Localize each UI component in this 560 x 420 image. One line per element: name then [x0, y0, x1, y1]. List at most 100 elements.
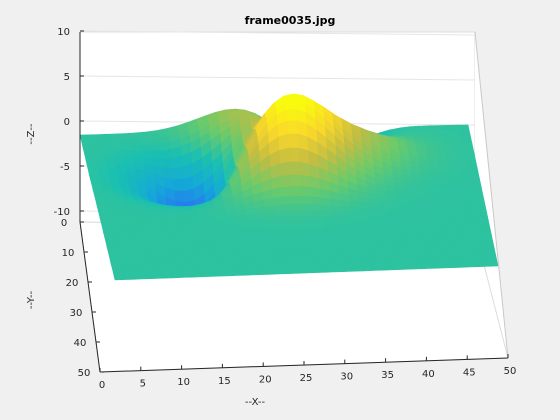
surface-patch	[209, 272, 221, 277]
surface-patch	[272, 251, 284, 257]
surface-patch	[93, 193, 105, 198]
surface-patch	[324, 224, 336, 230]
surface-patch	[157, 216, 169, 221]
surface-patch	[358, 202, 371, 209]
surface-patch	[282, 204, 294, 212]
surface-patch	[166, 251, 178, 257]
surface-patch	[292, 203, 304, 212]
surface-patch	[455, 159, 467, 164]
surface-patch	[119, 220, 132, 226]
surface-patch	[383, 230, 395, 235]
surface-patch	[128, 216, 140, 222]
surface-patch	[168, 219, 180, 224]
surface-patch	[301, 250, 313, 256]
surface-patch	[487, 262, 499, 267]
surface-patch	[445, 203, 457, 208]
surface-patch	[367, 244, 379, 250]
surface-patch	[195, 254, 207, 260]
surface-patch	[130, 224, 142, 229]
surface-patch	[140, 223, 152, 229]
surface-patch	[450, 135, 462, 140]
box-edge	[474, 31, 509, 359]
surface-patch	[196, 258, 208, 263]
surface-patch	[153, 237, 165, 243]
surface-patch	[140, 144, 152, 152]
surface-patch	[177, 258, 189, 264]
surface-patch	[466, 166, 479, 172]
surface-patch	[296, 229, 308, 234]
surface-patch	[325, 228, 337, 233]
surface-patch	[442, 188, 454, 194]
surface-patch	[373, 226, 385, 232]
surface-patch	[95, 200, 107, 205]
surface-patch	[125, 203, 137, 208]
surface-patch	[275, 221, 287, 227]
surface-patch	[412, 229, 424, 234]
surface-patch	[110, 261, 122, 266]
surface-patch	[125, 242, 137, 248]
surface-patch	[197, 261, 209, 267]
surface-patch	[294, 220, 306, 227]
surface-patch	[477, 216, 489, 221]
surface-patch	[441, 181, 453, 187]
surface-patch	[161, 273, 173, 279]
surface-patch	[423, 189, 435, 194]
surface-patch	[342, 216, 354, 221]
surface-patch	[136, 249, 148, 254]
surface-patch	[113, 275, 125, 281]
surface-patch	[201, 239, 214, 245]
surface-patch	[303, 261, 315, 267]
surface-patch	[370, 259, 382, 264]
surface-patch	[382, 222, 394, 228]
surface-patch	[338, 242, 350, 247]
surface-patch	[470, 184, 482, 190]
surface-patch	[386, 195, 398, 202]
surface-patch	[81, 141, 93, 147]
surface-patch	[342, 220, 354, 225]
surface-patch	[445, 249, 457, 254]
surface-patch	[165, 248, 177, 253]
surface-patch	[104, 235, 116, 241]
surface-patch	[338, 245, 350, 251]
surface-patch	[173, 240, 185, 246]
surface-patch	[435, 199, 447, 205]
surface-patch	[362, 266, 374, 272]
surface-patch	[84, 156, 97, 162]
surface-patch	[172, 178, 185, 192]
surface-patch	[140, 267, 152, 273]
surface-patch	[206, 257, 218, 263]
surface-patch	[277, 233, 290, 239]
surface-patch	[358, 245, 370, 250]
surface-patch	[247, 270, 259, 276]
surface-patch	[96, 203, 108, 208]
surface-patch	[385, 237, 397, 242]
surface-patch	[202, 243, 214, 249]
surface-patch	[439, 263, 451, 269]
surface-patch	[316, 232, 328, 237]
surface-patch	[473, 244, 486, 250]
surface-patch	[447, 210, 459, 215]
surface-patch	[289, 240, 301, 246]
surface-patch	[207, 261, 219, 267]
surface-patch	[161, 233, 173, 239]
surface-patch	[276, 269, 288, 275]
surface-patch	[285, 221, 297, 227]
surface-patch	[425, 200, 437, 205]
surface-patch	[429, 217, 441, 223]
surface-patch	[439, 221, 451, 226]
surface-patch	[139, 220, 151, 225]
surface-patch	[190, 232, 202, 238]
surface-patch	[438, 214, 450, 219]
surface-patch	[111, 264, 123, 270]
surface-patch	[173, 244, 186, 250]
surface-patch	[174, 248, 186, 253]
surface-patch	[381, 219, 393, 224]
surface-patch	[290, 244, 302, 249]
surface-patch	[415, 200, 428, 205]
surface-patch	[289, 161, 301, 176]
surface-patch	[118, 213, 130, 219]
surface-patch	[120, 224, 132, 229]
surface-patch	[402, 225, 414, 231]
surface-patch	[447, 166, 459, 172]
surface-patch	[140, 227, 153, 232]
